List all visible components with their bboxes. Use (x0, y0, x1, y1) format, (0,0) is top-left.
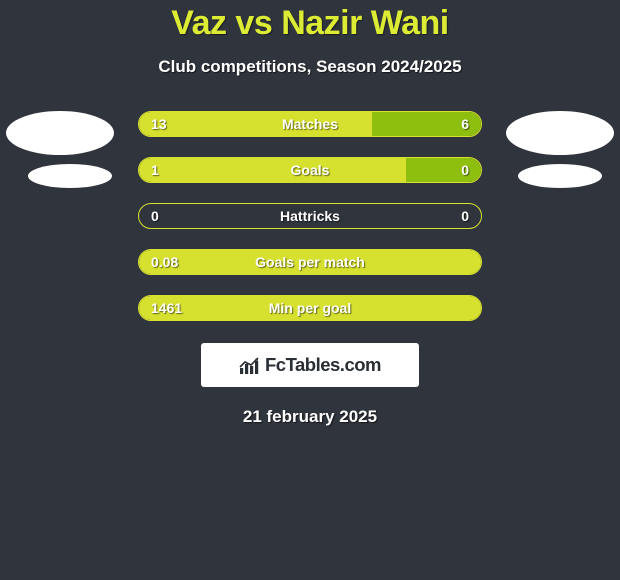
comparison-bars: 13 Matches 6 1 Goals 0 0 Hattricks 0 0.08 Goals pe… (138, 111, 482, 321)
stat-left-value: 0.08 (151, 254, 178, 270)
page: Vaz vs Nazir Wani Club competitions, Sea… (0, 0, 620, 427)
stat-row: 13 Matches 6 (138, 111, 482, 137)
flag-right-placeholder (518, 164, 602, 188)
stat-left-value: 1461 (151, 300, 182, 316)
stat-label: Min per goal (269, 300, 351, 316)
stat-label: Goals (291, 162, 330, 178)
stat-row: 1461 Min per goal (138, 295, 482, 321)
stat-left-value: 1 (151, 162, 159, 178)
stat-label: Matches (282, 116, 338, 132)
player-left-avatar (6, 111, 114, 155)
fctables-logo-icon (239, 356, 261, 374)
page-subtitle: Club competitions, Season 2024/2025 (158, 57, 461, 77)
stat-right-segment (406, 158, 481, 182)
stat-row: 0 Hattricks 0 (138, 203, 482, 229)
stat-right-value: 6 (461, 116, 469, 132)
footer-date: 21 february 2025 (243, 407, 377, 427)
logo-text: FcTables.com (265, 354, 381, 376)
stat-row: 0.08 Goals per match (138, 249, 482, 275)
stat-right-value: 0 (461, 208, 469, 224)
stat-right-value: 0 (461, 162, 469, 178)
page-title: Vaz vs Nazir Wani (171, 4, 448, 43)
player-right-avatar (506, 111, 614, 155)
stat-row: 1 Goals 0 (138, 157, 482, 183)
stat-left-segment (139, 158, 406, 182)
flag-left-placeholder (28, 164, 112, 188)
stat-label: Goals per match (255, 254, 365, 270)
comparison-stage: 13 Matches 6 1 Goals 0 0 Hattricks 0 0.08 Goals pe… (0, 111, 620, 321)
logo-box: FcTables.com (201, 343, 419, 387)
stat-label: Hattricks (280, 208, 340, 224)
stat-left-value: 13 (151, 116, 167, 132)
stat-left-value: 0 (151, 208, 159, 224)
